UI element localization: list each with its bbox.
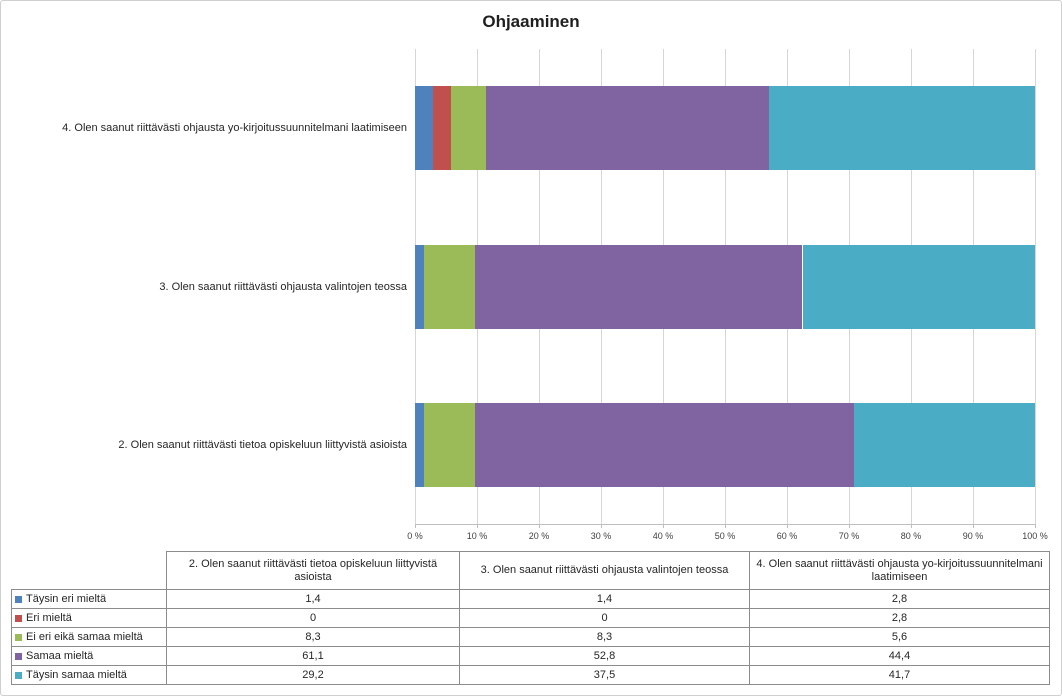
table-value-cell: 37,5 (459, 665, 750, 685)
table-column-header: 2. Olen saanut riittävästi tietoa opiske… (166, 551, 460, 590)
table-value-cell: 0 (166, 608, 460, 628)
bar-segment (423, 244, 476, 329)
table-row: Eri mieltä 0 0 2,8 (11, 608, 1050, 628)
bar-segment (475, 244, 803, 329)
bar-segment (853, 402, 1035, 487)
table-value-cell: 44,4 (749, 646, 1050, 666)
axis-tick-label: 60 % (776, 531, 798, 541)
bar-segment (415, 244, 424, 329)
table-value-cell: 52,8 (459, 646, 750, 666)
axis-tick (601, 524, 602, 528)
axis-tick (1035, 524, 1036, 528)
chart-title: Ohjaaminen (482, 12, 580, 31)
axis-tick-label: 30 % (590, 531, 612, 541)
legend-label: Täysin eri mieltä (26, 592, 107, 605)
axis-tick-label: 40 % (652, 531, 674, 541)
table-row: Täysin eri mieltä 1,4 1,4 2,8 (11, 589, 1050, 609)
legend-swatch-icon (15, 614, 22, 622)
table-value-cell: 5,6 (749, 627, 1050, 647)
legend-label: Eri mieltä (26, 611, 72, 624)
legend-swatch-icon (15, 633, 22, 641)
table-value-cell: 2,8 (749, 608, 1050, 628)
legend-label-cell: Eri mieltä (11, 608, 167, 628)
legend-label-cell: Ei eri eikä samaa mieltä (11, 627, 167, 647)
bar-segment (475, 402, 854, 487)
axis-tick-label: 70 % (838, 531, 860, 541)
table-value-cell: 2,8 (749, 589, 1050, 609)
category-label: 2. Olen saanut riittävästi tietoa opiske… (118, 438, 407, 451)
axis-tick (663, 524, 664, 528)
bar-segment (423, 402, 476, 487)
bar-segment (769, 86, 1035, 171)
bar-segment (450, 86, 487, 171)
category-label: 3. Olen saanut riittävästi ohjausta vali… (159, 280, 407, 293)
legend-label: Ei eri eikä samaa mieltä (26, 630, 143, 643)
legend-label-cell: Täysin eri mieltä (11, 589, 167, 609)
bar-segment (486, 86, 770, 171)
category-label: 4. Olen saanut riittävästi ohjausta yo-k… (62, 122, 407, 135)
table-header-row: 2. Olen saanut riittävästi tietoa opiske… (11, 551, 1050, 590)
table-row: Täysin samaa mieltä 29,2 37,5 41,7 (11, 665, 1050, 685)
table-value-cell: 41,7 (749, 665, 1050, 685)
axis-tick-label: 80 % (900, 531, 922, 541)
legend-swatch-icon (15, 652, 22, 660)
axis-tick-label: 0 % (407, 531, 423, 541)
axis-tick (415, 524, 416, 528)
axis-tick (911, 524, 912, 528)
table-column-header: 4. Olen saanut riittävästi ohjausta yo-k… (749, 551, 1050, 590)
bar-segment (415, 402, 424, 487)
table-value-cell: 1,4 (166, 589, 460, 609)
table-value-cell: 8,3 (459, 627, 750, 647)
legend-swatch-icon (15, 595, 22, 603)
axis-tick-label: 20 % (528, 531, 550, 541)
axis-tick (973, 524, 974, 528)
legend-label: Samaa mieltä (26, 649, 94, 662)
bar-segment (802, 244, 1035, 329)
axis-tick (539, 524, 540, 528)
table-value-cell: 61,1 (166, 646, 460, 666)
bar-segment (415, 86, 433, 171)
axis-tick-label: 50 % (714, 531, 736, 541)
legend-label-cell: Täysin samaa mieltä (11, 665, 167, 685)
axis-tick-label: 10 % (466, 531, 488, 541)
table-value-cell: 0 (459, 608, 750, 628)
table-column-header: 3. Olen saanut riittävästi ohjausta vali… (459, 551, 750, 590)
axis-tick (477, 524, 478, 528)
axis-tick (725, 524, 726, 528)
data-table: 2. Olen saanut riittävästi tietoa opiske… (11, 551, 1050, 685)
table-corner-cell (11, 551, 167, 590)
table-value-cell: 29,2 (166, 665, 460, 685)
gridline (1035, 49, 1036, 524)
table-value-cell: 8,3 (166, 627, 460, 647)
table-value-cell: 1,4 (459, 589, 750, 609)
table-row: Samaa mieltä 61,1 52,8 44,4 (11, 646, 1050, 666)
axis-tick-label: 90 % (962, 531, 984, 541)
axis-tick (787, 524, 788, 528)
legend-label-cell: Samaa mieltä (11, 646, 167, 666)
axis-tick-label: 100 % (1022, 531, 1048, 541)
legend-swatch-icon (15, 671, 22, 679)
legend-label: Täysin samaa mieltä (26, 668, 127, 681)
plot-area (415, 49, 1036, 524)
table-row: Ei eri eikä samaa mieltä 8,3 8,3 5,6 (11, 627, 1050, 647)
axis-tick (849, 524, 850, 528)
bar-segment (432, 86, 451, 171)
